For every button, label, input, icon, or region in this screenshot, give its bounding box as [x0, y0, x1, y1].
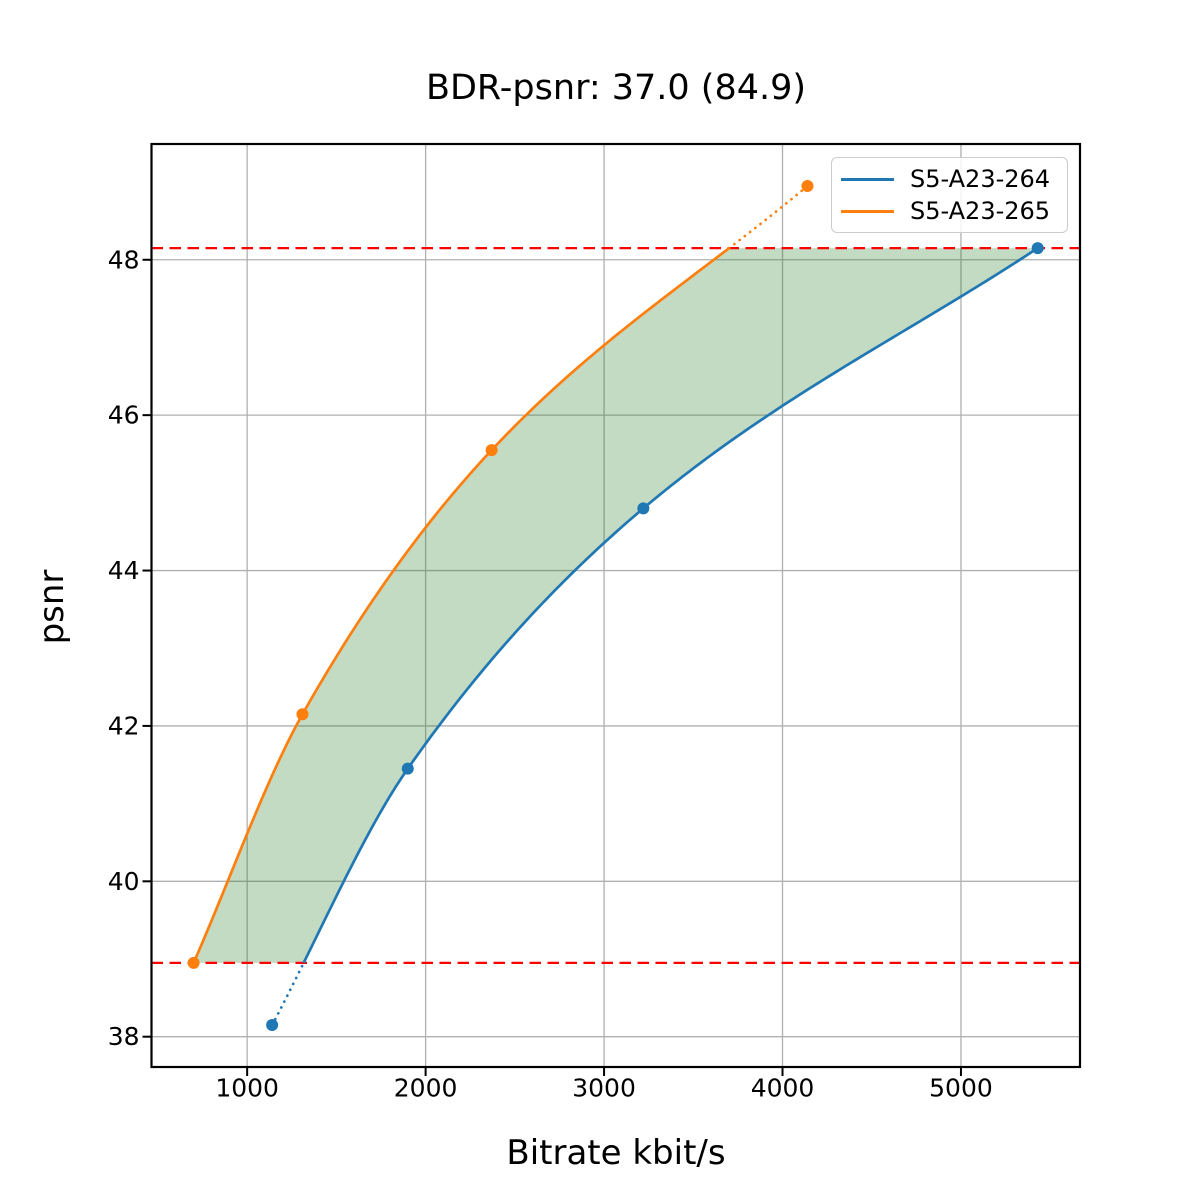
series-curve-S5-A23-265-dotted	[727, 184, 809, 250]
bd-area-fill	[193, 248, 1038, 963]
legend-line-swatch	[841, 209, 894, 213]
legend-label: S5-A23-265	[910, 197, 1051, 225]
y-tick-label: 42	[108, 711, 140, 740]
data-point-marker-S5-A23-265	[485, 444, 498, 457]
data-point-marker-S5-A23-264	[1031, 242, 1044, 255]
x-tick-label: 4000	[751, 1073, 815, 1102]
chart-title: BDR-psnr: 37.0 (84.9)	[425, 68, 807, 108]
axes-spines	[150, 142, 1082, 1069]
y-tick-label: 44	[108, 556, 140, 585]
legend-entry: S5-A23-265	[832, 197, 1067, 225]
y-tick-label: 40	[108, 867, 140, 896]
y-tick-label: 48	[108, 245, 140, 274]
data-point-marker-S5-A23-264	[266, 1019, 279, 1032]
series-curve-S5-A23-264-solid	[302, 246, 1039, 964]
x-tick-label: 1000	[215, 1073, 279, 1102]
y-tick-label: 38	[108, 1022, 140, 1051]
x-tick-label: 2000	[394, 1073, 458, 1102]
data-point-marker-S5-A23-265	[296, 708, 309, 721]
legend-label: S5-A23-264	[910, 165, 1051, 193]
series-curve-S5-A23-265-solid	[192, 247, 730, 964]
data-point-marker-S5-A23-265	[187, 956, 200, 969]
legend: S5-A23-264 S5-A23-265	[831, 157, 1068, 233]
data-point-marker-S5-A23-264	[401, 762, 414, 775]
x-axis-label: Bitrate kbit/s	[506, 1133, 726, 1173]
y-axis-label: psnr	[32, 569, 72, 645]
legend-line-swatch	[841, 177, 894, 181]
data-point-marker-S5-A23-264	[637, 502, 650, 515]
y-tick-label: 46	[108, 401, 140, 430]
x-tick-label: 5000	[929, 1073, 993, 1102]
series-curve-S5-A23-264-dotted	[270, 961, 305, 1027]
x-tick-label: 3000	[572, 1073, 636, 1102]
legend-entry: S5-A23-264	[832, 165, 1067, 193]
data-point-marker-S5-A23-265	[801, 179, 814, 192]
